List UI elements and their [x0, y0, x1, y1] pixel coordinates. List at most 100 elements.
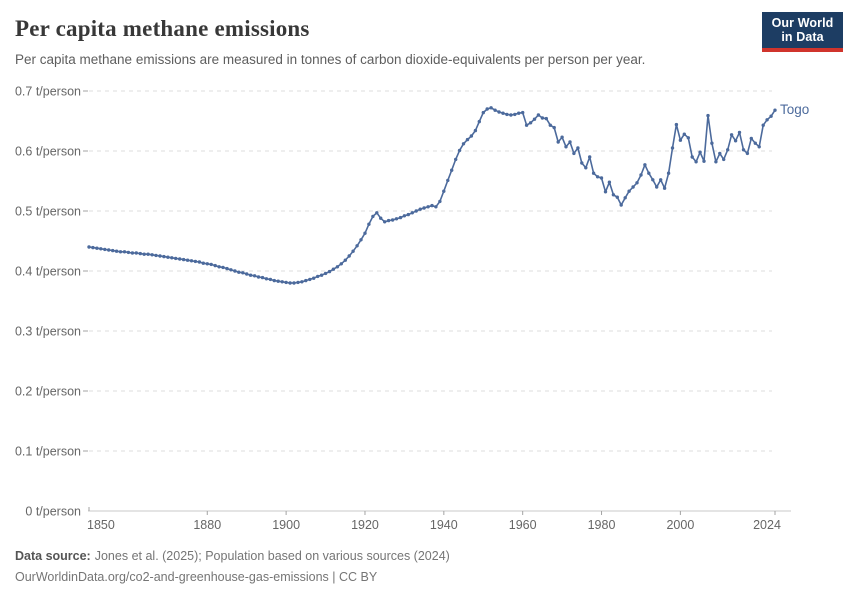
series-point: [158, 254, 162, 258]
x-tick-label: 1940: [430, 518, 458, 532]
series-point: [426, 205, 430, 209]
series-point: [126, 250, 131, 255]
series-point: [268, 277, 273, 282]
series-point: [359, 238, 363, 242]
series-point: [130, 251, 135, 255]
series-point: [280, 280, 284, 284]
series-point: [272, 278, 276, 283]
series-point: [623, 196, 627, 200]
series-point: [284, 280, 288, 285]
series-point: [288, 281, 292, 285]
series-point: [221, 265, 225, 270]
series-point: [706, 113, 710, 118]
owid-logo-line-2: in Data: [781, 30, 824, 44]
series-point: [513, 112, 517, 117]
series-point: [99, 247, 103, 251]
series-end-label: Togo: [780, 102, 809, 117]
series-point: [651, 178, 655, 182]
series-point: [493, 108, 497, 112]
series-point: [300, 280, 304, 284]
series-point: [481, 110, 485, 115]
series-point: [686, 136, 690, 140]
series-point: [465, 137, 470, 142]
series-point: [615, 195, 619, 199]
series-point: [584, 166, 588, 170]
series-point: [394, 217, 399, 221]
footer-url: OurWorldinData.org/co2-and-greenhouse-ga…: [15, 570, 378, 584]
x-tick-label: 2000: [666, 518, 694, 532]
series-point: [489, 106, 493, 110]
series-point: [91, 245, 95, 250]
series-point: [659, 178, 663, 182]
series-point: [390, 218, 395, 222]
series-point: [205, 262, 209, 266]
series-point: [95, 246, 99, 250]
series-point: [209, 262, 213, 267]
x-tick-label: 1960: [509, 518, 537, 532]
series-point: [142, 252, 146, 256]
series-point: [343, 258, 347, 262]
series-point: [702, 159, 706, 163]
x-tick-label: 1980: [588, 518, 616, 532]
series-point: [308, 277, 312, 282]
series-point: [107, 248, 111, 252]
series-point: [422, 206, 426, 210]
datasource-text: Jones et al. (2025); Population based on…: [94, 549, 450, 563]
series-point: [316, 274, 320, 279]
series-line: [88, 107, 776, 284]
series-point: [319, 273, 324, 277]
series-point: [174, 256, 178, 261]
y-tick-label: 0.7 t/person: [15, 85, 81, 99]
series-point: [146, 252, 150, 256]
series-point: [670, 146, 675, 150]
series-point: [619, 203, 623, 207]
series-point: [367, 222, 371, 226]
series-point: [233, 269, 237, 273]
series-point: [201, 261, 205, 265]
series-point: [363, 231, 367, 235]
series-point: [446, 178, 450, 183]
series-point: [611, 193, 616, 197]
series-point: [154, 253, 158, 258]
series-point: [122, 250, 127, 254]
series-point: [87, 245, 91, 249]
series-point: [457, 148, 462, 153]
series-point: [386, 218, 391, 223]
series-point: [454, 157, 458, 162]
series-point: [517, 111, 521, 115]
series-point: [150, 253, 154, 257]
series-point: [505, 112, 509, 117]
series-point: [162, 254, 166, 259]
series-point: [229, 268, 233, 272]
series-point: [749, 136, 753, 141]
series-point: [252, 274, 257, 278]
series-point: [497, 110, 501, 114]
series-point: [588, 155, 592, 159]
series-point: [166, 255, 170, 259]
y-tick-label: 0 t/person: [25, 505, 81, 519]
y-tick-label: 0.6 t/person: [15, 145, 81, 159]
series-point: [544, 116, 548, 121]
series-point: [745, 151, 750, 156]
series-point: [103, 247, 107, 252]
y-tick-label: 0.1 t/person: [15, 445, 81, 459]
series-point: [666, 171, 671, 175]
series-point: [213, 263, 217, 268]
series-point: [264, 277, 269, 281]
series-point: [501, 111, 505, 115]
series-point: [237, 270, 241, 274]
series-point: [694, 160, 698, 164]
series-point: [434, 205, 438, 209]
series-point: [722, 157, 726, 162]
series-point: [327, 269, 332, 274]
series-point: [118, 250, 123, 254]
series-point: [560, 135, 564, 139]
x-tick-label: 2024: [753, 518, 781, 532]
series-point: [556, 140, 560, 144]
series-point: [355, 244, 359, 248]
chart-subtitle: Per capita methane emissions are measure…: [15, 52, 646, 67]
series-point: [572, 151, 576, 156]
series-point: [442, 189, 446, 193]
series-point: [540, 116, 545, 120]
series-point: [674, 122, 679, 127]
